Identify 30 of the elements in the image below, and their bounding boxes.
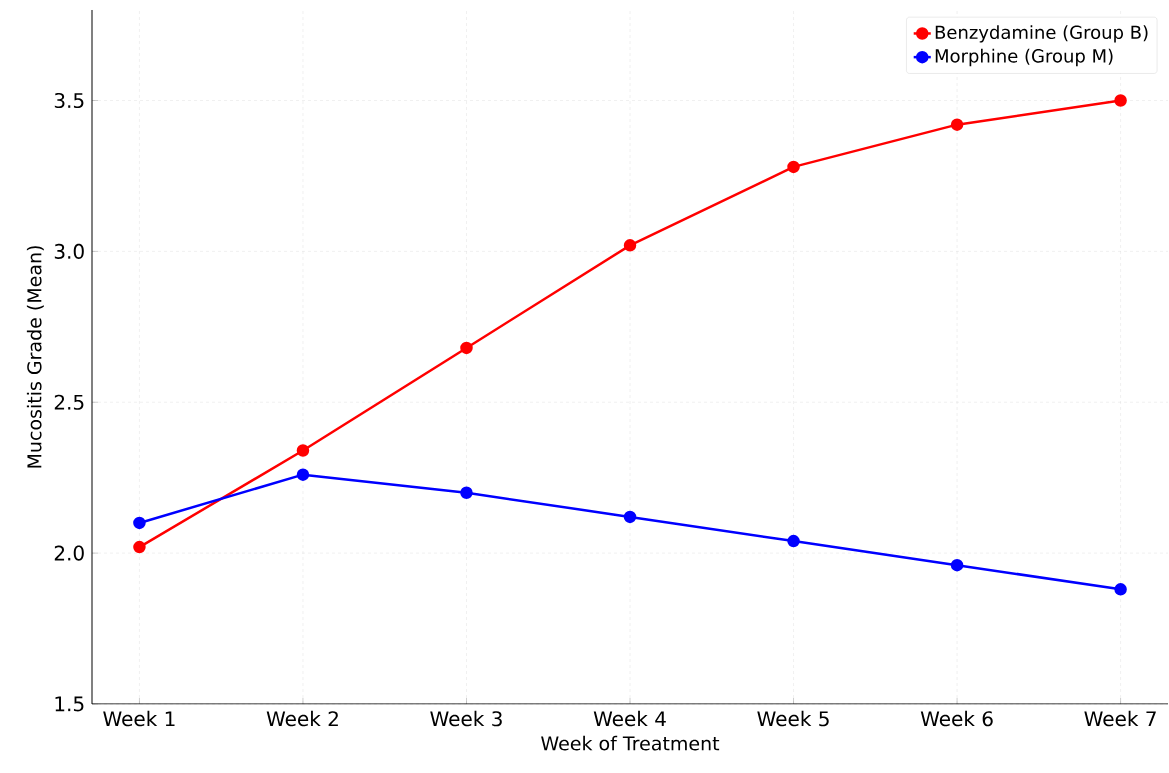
- point: [787, 534, 800, 548]
- x-tick-label: Week 2: [266, 710, 338, 727]
- x-tick-label: Week 6: [920, 710, 993, 727]
- point: [623, 510, 637, 524]
- x-tick-label: Week 5: [757, 710, 829, 727]
- point: [460, 341, 473, 355]
- point: [133, 516, 146, 530]
- x-tick-label: Week 1: [103, 710, 175, 727]
- point: [460, 486, 473, 500]
- y-tick-label: 2.0: [54, 545, 84, 561]
- x-tick-label: Week 7: [1084, 710, 1156, 727]
- point: [296, 444, 310, 457]
- x-axis-title: Week of Treatment: [541, 735, 720, 751]
- legend-label: Benzydamine (Group B): [935, 25, 1148, 43]
- point: [950, 118, 964, 131]
- point: [950, 558, 964, 572]
- y-tick-label: 2.5: [54, 394, 84, 410]
- y-tick-label: 3.5: [54, 92, 84, 109]
- y-tick-label: 1.5: [55, 696, 84, 712]
- legend-label: Morphine (Group M): [935, 48, 1113, 67]
- x-tick-label: Week 4: [593, 710, 666, 727]
- point: [787, 160, 800, 174]
- y-tick-label: 3.0: [54, 243, 84, 259]
- point: [1114, 94, 1127, 107]
- point: [623, 239, 637, 252]
- point: [296, 468, 310, 481]
- y-axis-title: Mucositis Grade (Mean): [26, 246, 44, 468]
- point: [1114, 583, 1127, 596]
- point: [133, 540, 146, 554]
- x-tick-label: Week 3: [430, 710, 502, 727]
